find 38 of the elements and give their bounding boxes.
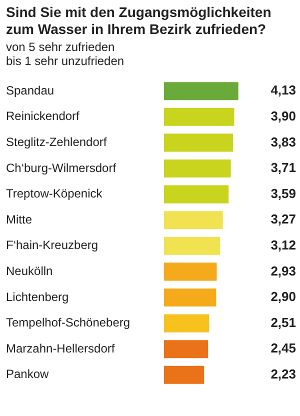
bar (164, 82, 238, 100)
y-tick-label: Spandau (6, 83, 54, 98)
data-label: 2,23 (270, 366, 296, 382)
data-label: 2,45 (270, 340, 296, 356)
bar (164, 288, 216, 307)
bar (164, 108, 234, 126)
y-tick-label: F‘hain-Kreuzberg (6, 238, 98, 252)
data-label: 3,59 (270, 186, 296, 201)
data-label: 2,51 (270, 314, 296, 330)
data-label: 3,27 (270, 212, 296, 227)
y-tick-label: Lichtenberg (6, 290, 69, 304)
y-tick-label: Pankow (6, 367, 50, 382)
bar (164, 366, 204, 384)
y-tick-label: Steglitz-Zehlendorf (6, 135, 108, 150)
bar (164, 236, 220, 255)
bar (164, 340, 208, 358)
bar (164, 134, 233, 152)
bar (164, 185, 229, 204)
bar (164, 314, 210, 332)
y-tick-label: Tempelhof-Schöneberg (6, 316, 130, 330)
y-tick-label: Treptow-Köpenick (6, 186, 104, 201)
y-tick-label: Ch‘burg-Wilmersdorf (6, 160, 117, 175)
data-label: 3,12 (270, 237, 296, 252)
y-tick-label: Neukölln (6, 264, 53, 278)
data-label: 3,83 (270, 134, 296, 150)
bar (164, 159, 231, 178)
y-tick-label: Mitte (6, 212, 32, 226)
data-label: 4,13 (270, 82, 296, 98)
text: von 5 sehr zufrieden bis 1 sehr unzufrieden (6, 40, 126, 68)
chart-title: Sind Sie mit den Zugangsmöglichkeiten zum Wasser in Ihrem Bezirk zufrieden? (6, 4, 272, 38)
data-label: 3,71 (270, 160, 296, 176)
data-label: 3,90 (270, 108, 296, 124)
y-tick-label: Marzahn-Hellersdorf (6, 341, 116, 356)
data-label: 2,93 (270, 263, 296, 278)
y-tick-label: Reinickendorf (6, 109, 80, 124)
data-label: 2,90 (270, 289, 296, 304)
bar (164, 262, 217, 281)
bar (164, 211, 223, 230)
